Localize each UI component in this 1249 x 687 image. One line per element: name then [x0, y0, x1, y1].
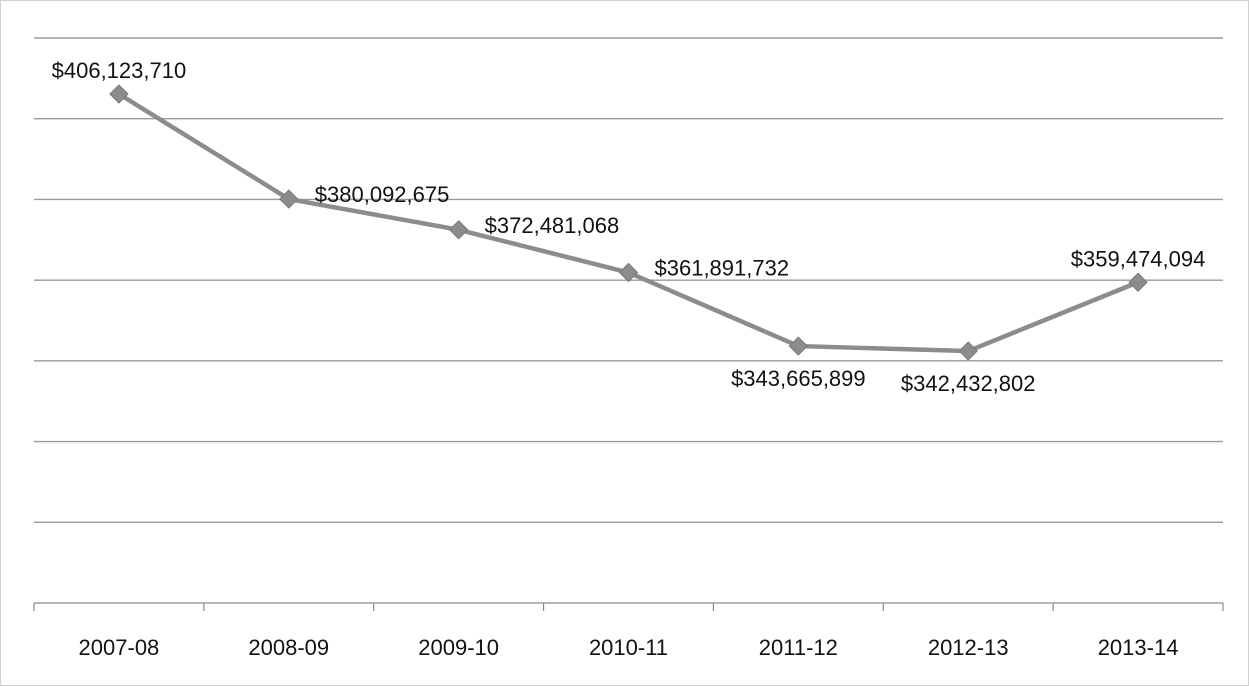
data-point-2007-08	[109, 84, 129, 104]
data-labels: $406,123,710 $380,092,675 $372,481,068 $361…	[52, 58, 1206, 396]
data-label-2011-12: $343,665,899	[731, 366, 866, 391]
x-tick-label: 2010-11	[589, 635, 668, 660]
data-point-2009-10	[448, 220, 469, 240]
data-label-2013-14: $359,474,094	[1071, 246, 1206, 271]
data-point-2008-09	[279, 189, 299, 209]
x-tick-label: 2013-14	[1098, 635, 1179, 660]
x-tick-label: 2011-12	[759, 635, 838, 660]
data-point-2010-11	[618, 262, 639, 283]
data-label-2010-11: $361,891,732	[655, 256, 790, 281]
x-tick-label: 2012-13	[928, 635, 1009, 660]
data-label-2012-13: $342,432,802	[901, 371, 1036, 396]
series-markers	[109, 84, 1148, 361]
gridlines	[34, 37, 1223, 523]
x-axis: 2007-08 2008-09 2009-10 2010-11 2011-12 2012-…	[33, 602, 1224, 660]
data-point-2011-12	[788, 336, 809, 356]
x-tick-label: 2007-08	[79, 635, 160, 660]
data-label-2008-09: $380,092,675	[315, 182, 450, 207]
x-tick-label: 2008-09	[248, 635, 329, 660]
data-point-2013-14	[1128, 272, 1148, 292]
x-tick-label: 2009-10	[418, 635, 499, 660]
series-line	[117, 92, 1139, 354]
series-line-layer	[117, 92, 1139, 354]
data-label-2007-08: $406,123,710	[52, 58, 187, 83]
data-label-2009-10: $372,481,068	[485, 213, 620, 238]
data-point-2012-13	[958, 341, 978, 361]
